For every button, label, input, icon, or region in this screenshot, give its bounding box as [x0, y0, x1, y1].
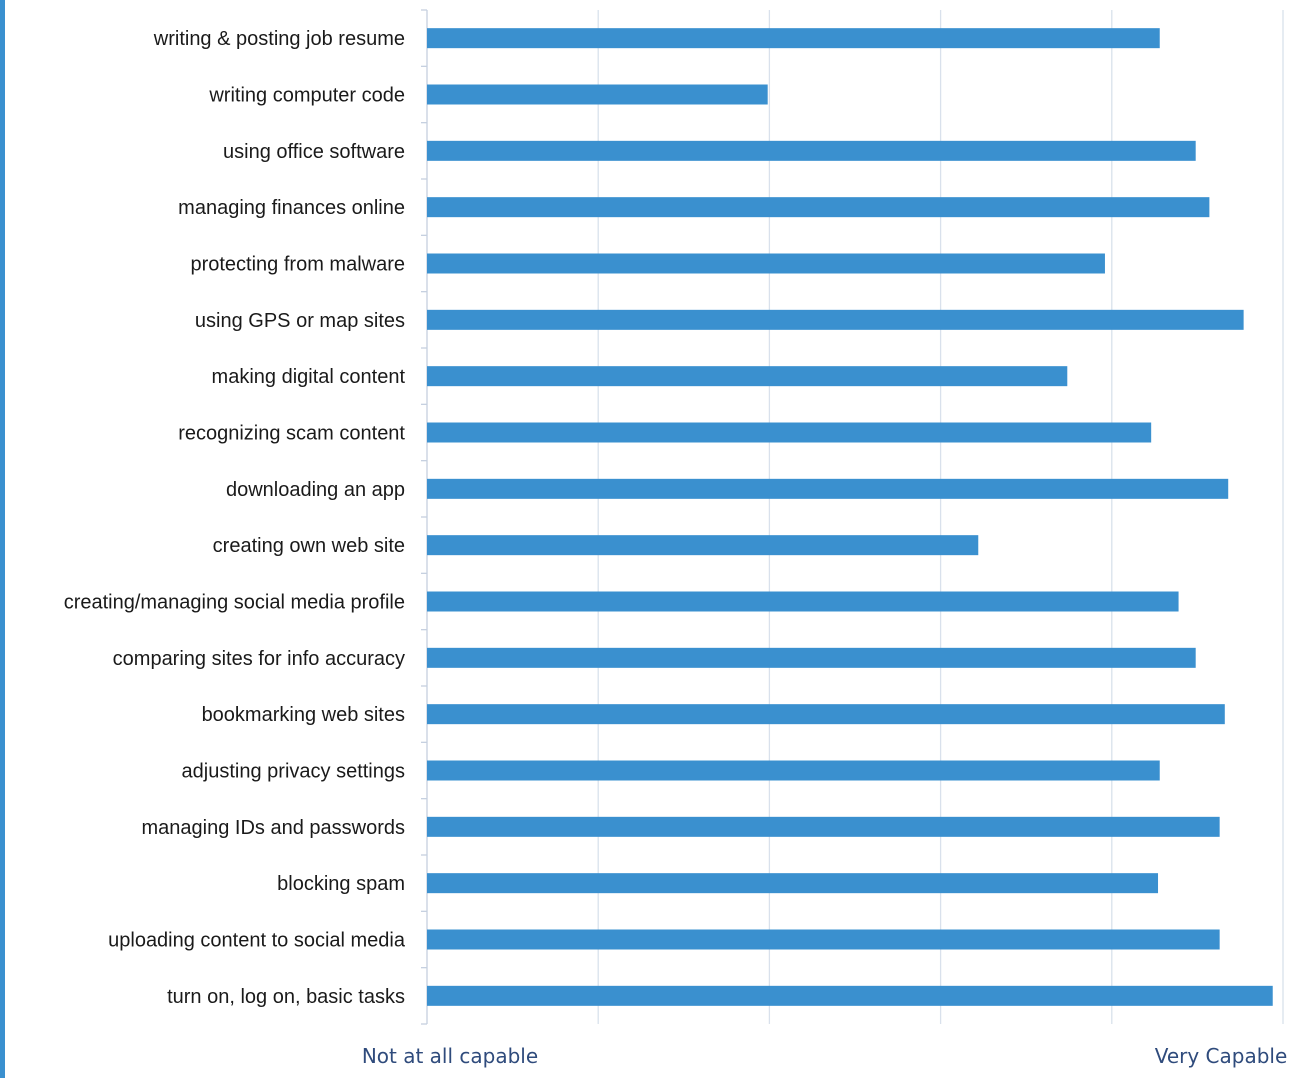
- bar-layer: [427, 28, 1273, 1006]
- bar: [427, 84, 768, 105]
- category-label: writing & posting job resume: [153, 28, 405, 50]
- bar: [427, 591, 1179, 612]
- bar: [427, 422, 1152, 443]
- bar: [427, 535, 979, 556]
- category-label: protecting from malware: [190, 254, 405, 276]
- bar: [427, 929, 1220, 950]
- category-label: managing IDs and passwords: [142, 817, 405, 839]
- x-axis-max-label: Very Capable: [1155, 1044, 1288, 1068]
- category-label: making digital content: [212, 366, 406, 388]
- category-label: writing computer code: [208, 85, 405, 107]
- category-label-layer: writing & posting job resume writing comp…: [64, 28, 406, 1008]
- category-label: using office software: [223, 141, 405, 163]
- bar: [427, 28, 1160, 49]
- bar: [427, 816, 1220, 837]
- category-label: recognizing scam content: [178, 423, 405, 445]
- category-label: turn on, log on, basic tasks: [167, 986, 405, 1008]
- bar: [427, 985, 1273, 1006]
- bar: [427, 253, 1105, 274]
- grid-layer: [421, 9, 1284, 1025]
- bar: [427, 647, 1196, 668]
- category-label: uploading content to social media: [108, 930, 406, 952]
- bar: [427, 873, 1159, 894]
- bar: [427, 366, 1068, 387]
- category-label: comparing sites for info accuracy: [113, 648, 405, 670]
- category-label: blocking spam: [277, 873, 405, 895]
- category-label: bookmarking web sites: [202, 704, 405, 726]
- bar: [427, 309, 1244, 330]
- category-label: creating/managing social media profile: [64, 592, 405, 614]
- bar: [427, 197, 1210, 218]
- bar: [427, 478, 1229, 499]
- left-accent-bar: [0, 0, 5, 1078]
- x-axis-min-label: Not at all capable: [362, 1044, 538, 1068]
- category-label: using GPS or map sites: [195, 310, 405, 332]
- category-label: adjusting privacy settings: [182, 761, 405, 783]
- category-label: creating own web site: [213, 535, 405, 557]
- category-label: managing finances online: [178, 197, 405, 219]
- bar: [427, 760, 1160, 781]
- category-label: downloading an app: [226, 479, 405, 501]
- bar: [427, 704, 1225, 725]
- bar: [427, 140, 1196, 161]
